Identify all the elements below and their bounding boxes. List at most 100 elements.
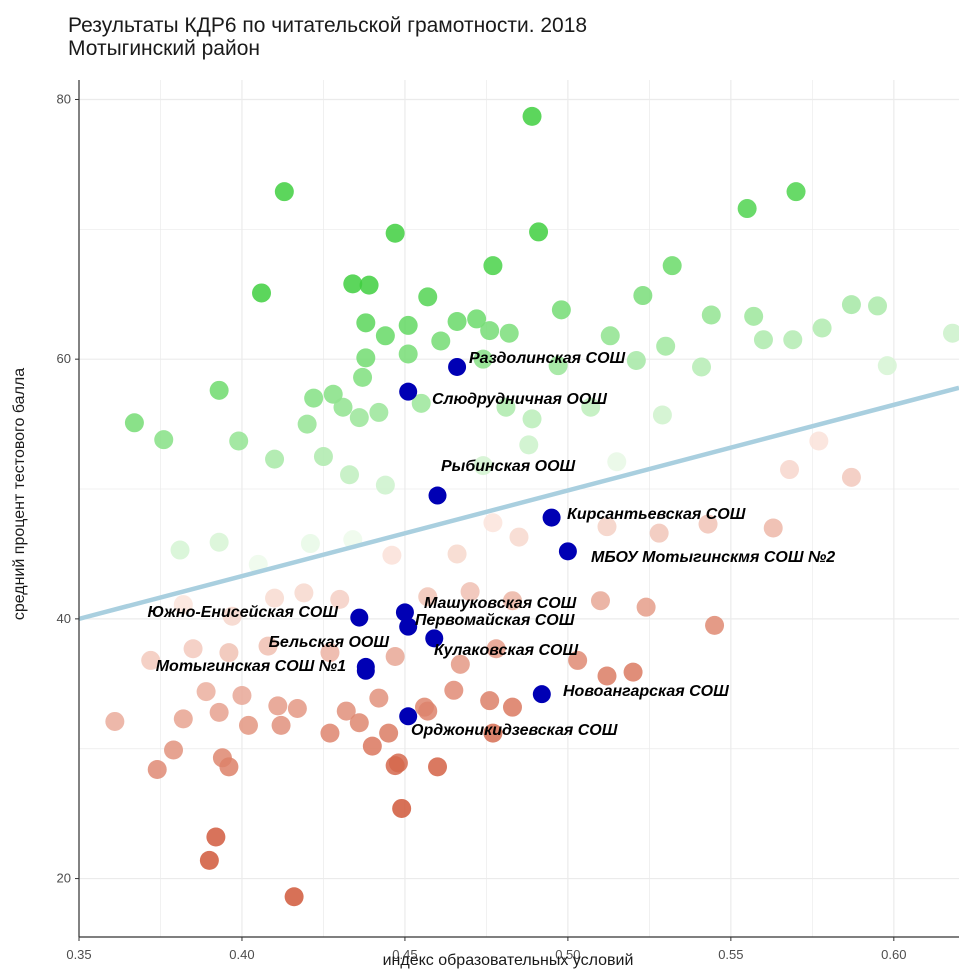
data-point	[356, 313, 376, 333]
data-point	[447, 544, 467, 564]
data-point	[626, 350, 646, 370]
data-point	[428, 757, 448, 777]
data-point	[744, 306, 764, 326]
data-point	[300, 534, 320, 554]
data-point	[209, 380, 229, 400]
data-point	[173, 709, 193, 729]
school-label: Кирсантьевская СОШ	[567, 506, 746, 523]
data-point	[633, 286, 653, 306]
x-tick-label: 0.50	[555, 947, 580, 962]
highlighted-point	[356, 661, 375, 680]
school-label: Кулаковская СОШ	[434, 642, 578, 659]
data-point	[124, 413, 144, 433]
school-label: Мотыгинская СОШ №1	[156, 658, 346, 675]
data-point	[460, 582, 480, 602]
data-point	[265, 449, 285, 469]
data-point	[353, 367, 373, 387]
data-point	[219, 643, 239, 663]
data-point	[284, 887, 304, 907]
highlighted-point	[448, 357, 467, 376]
data-point	[509, 527, 529, 547]
data-point	[294, 583, 314, 603]
data-point	[313, 447, 333, 467]
data-point	[147, 759, 167, 779]
data-point	[590, 591, 610, 611]
data-point	[649, 523, 669, 543]
data-point	[349, 408, 369, 428]
school-label: Слюдрудничная ООШ	[432, 391, 607, 408]
data-point	[385, 647, 405, 667]
data-point	[274, 182, 294, 202]
trend-line	[78, 385, 959, 622]
data-point	[268, 696, 288, 716]
school-label: Рыбинская ООШ	[441, 458, 576, 475]
grid-lines	[78, 80, 959, 937]
y-axis-title: средний процент тестового балла	[11, 368, 28, 620]
data-point	[480, 691, 500, 711]
data-point	[343, 274, 363, 294]
data-point	[486, 639, 506, 659]
x-tick-label: 0.55	[718, 947, 743, 962]
data-point	[369, 688, 389, 708]
data-point	[502, 591, 522, 611]
data-point	[418, 287, 438, 307]
data-point	[196, 682, 216, 702]
data-point	[942, 323, 959, 343]
data-point	[265, 588, 285, 608]
data-point	[418, 701, 438, 721]
data-point	[809, 431, 829, 451]
data-point	[183, 639, 203, 659]
x-tick-label: 0.60	[881, 947, 906, 962]
data-point	[473, 456, 493, 476]
data-point	[323, 384, 343, 404]
data-point	[450, 654, 470, 674]
data-point	[379, 723, 399, 743]
data-point	[551, 300, 571, 320]
highlighted-point	[399, 707, 418, 726]
data-point	[473, 349, 493, 369]
trend-line-group	[78, 385, 959, 622]
data-point	[385, 223, 405, 243]
data-point	[877, 356, 897, 376]
data-point	[382, 545, 402, 565]
data-point	[519, 435, 539, 455]
data-point	[238, 715, 258, 735]
background-points	[105, 106, 959, 907]
highlighted-point	[399, 617, 418, 636]
data-point	[418, 587, 438, 607]
data-point	[333, 397, 353, 417]
data-point	[232, 685, 252, 705]
highlighted-point	[428, 486, 447, 505]
school-label: Южно-Енисейская СОШ	[147, 604, 338, 621]
school-label: Бельская ООШ	[269, 634, 390, 651]
data-point	[229, 431, 249, 451]
chart-subtitle: Мотыгинский район	[68, 37, 260, 60]
highlighted-point	[399, 382, 418, 401]
data-point	[356, 348, 376, 368]
highlighted-point	[558, 542, 577, 561]
data-point	[529, 222, 549, 242]
data-point	[209, 532, 229, 552]
data-point	[483, 513, 503, 533]
data-point	[206, 827, 226, 847]
school-label: Орджоникидзевская СОШ	[411, 722, 618, 739]
data-point	[522, 106, 542, 126]
data-point	[692, 357, 712, 377]
data-point	[467, 309, 487, 329]
data-point	[607, 452, 627, 472]
data-point	[502, 697, 522, 717]
highlighted-points	[350, 357, 577, 726]
data-point	[568, 650, 588, 670]
data-point	[398, 344, 418, 364]
data-point	[499, 323, 519, 343]
data-point	[698, 514, 718, 534]
data-point	[444, 680, 464, 700]
data-point	[652, 405, 672, 425]
data-point	[812, 318, 832, 338]
data-point	[369, 402, 389, 422]
x-tick-label: 0.45	[392, 947, 417, 962]
data-point	[199, 850, 219, 870]
data-point	[340, 465, 360, 485]
data-point	[105, 711, 125, 731]
school-label: Первомайская СОШ	[415, 612, 575, 629]
